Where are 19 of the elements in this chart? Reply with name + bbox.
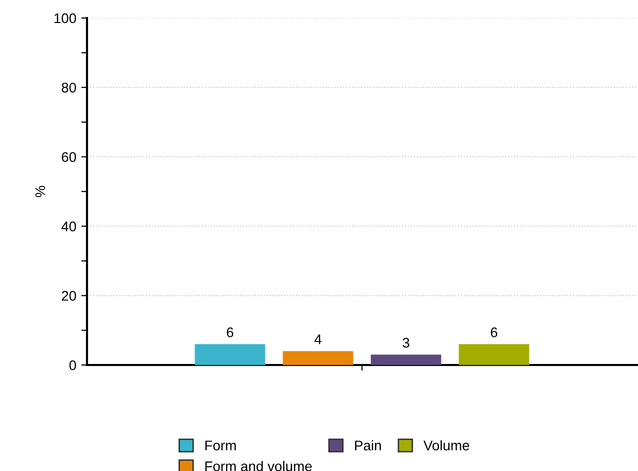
data-label: 6 — [490, 327, 498, 338]
data-label: 3 — [402, 338, 410, 348]
y-axis-title: % — [35, 186, 46, 198]
legend-label: Pain — [355, 440, 381, 450]
legend-label: Volume — [423, 440, 470, 450]
bar — [458, 344, 530, 365]
data-label: 4 — [314, 334, 322, 344]
legend-label: Form and volume — [205, 461, 312, 471]
bar — [370, 354, 442, 365]
y-tick-label: 20 — [62, 290, 76, 301]
y-tick-label: 0 — [69, 360, 76, 370]
bar — [282, 351, 354, 365]
legend-label: Form — [205, 440, 236, 450]
data-label: 6 — [226, 327, 234, 338]
y-tick-label: 40 — [61, 222, 76, 232]
y-tick-label: 100 — [54, 13, 76, 24]
y-tick-label: 60 — [62, 152, 76, 162]
bar — [194, 344, 266, 365]
y-tick-label: 80 — [62, 82, 76, 93]
